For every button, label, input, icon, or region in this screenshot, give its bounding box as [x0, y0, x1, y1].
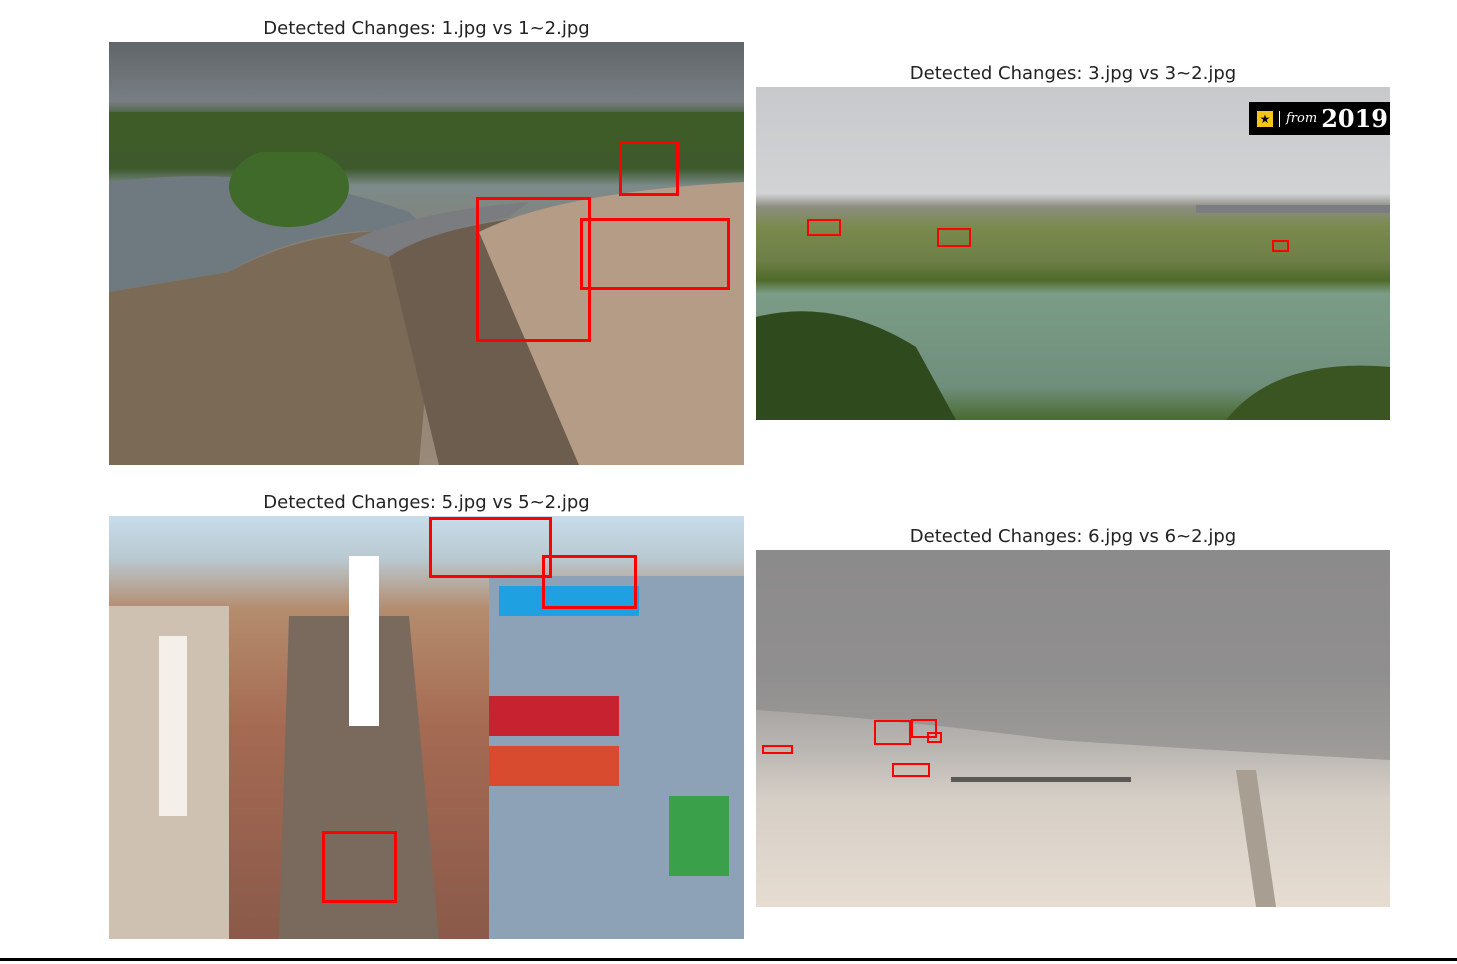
panel-1: Detected Changes: 1.jpg vs 1~2.jpg [109, 16, 744, 466]
panel-title: Detected Changes: 3.jpg vs 3~2.jpg [909, 63, 1237, 84]
badge-divider [1279, 110, 1280, 127]
scene [756, 205, 1390, 420]
bottom-divider [0, 958, 1457, 961]
change-box [580, 218, 730, 290]
change-box [807, 219, 841, 236]
badge-from: from [1286, 111, 1318, 126]
change-box [927, 732, 942, 743]
change-box [874, 720, 911, 745]
change-box [937, 228, 971, 247]
panel-3: Detected Changes: 5.jpg vs 5~2.jpg [109, 490, 744, 940]
panel-title: Detected Changes: 6.jpg vs 6~2.jpg [909, 526, 1237, 547]
change-box [476, 197, 591, 342]
panel-4: Detected Changes: 6.jpg vs 6~2.jpg [756, 524, 1390, 908]
change-box [429, 517, 552, 578]
change-box [1272, 240, 1289, 252]
change-box [762, 745, 793, 754]
panel-title: Detected Changes: 1.jpg vs 1~2.jpg [263, 18, 590, 39]
scene [756, 550, 1390, 907]
photo-market-street [109, 516, 744, 939]
panel-2: Detected Changes: 3.jpg vs 3~2.jpg ★ fro… [756, 61, 1390, 421]
photo-field-lake: ★ from 2019 [756, 87, 1390, 420]
change-box [892, 763, 930, 777]
change-box [542, 555, 637, 609]
scene [109, 112, 744, 465]
scene [109, 556, 744, 939]
change-box [619, 141, 679, 196]
star-icon: ★ [1257, 110, 1273, 127]
change-box [911, 719, 937, 738]
photo-mountain-valley [756, 550, 1390, 907]
badge-year: 2019 [1321, 104, 1388, 133]
photo-border-river [109, 42, 744, 465]
panel-title: Detected Changes: 5.jpg vs 5~2.jpg [263, 492, 590, 513]
change-box [322, 831, 397, 903]
year-badge: ★ from 2019 [1249, 102, 1390, 135]
